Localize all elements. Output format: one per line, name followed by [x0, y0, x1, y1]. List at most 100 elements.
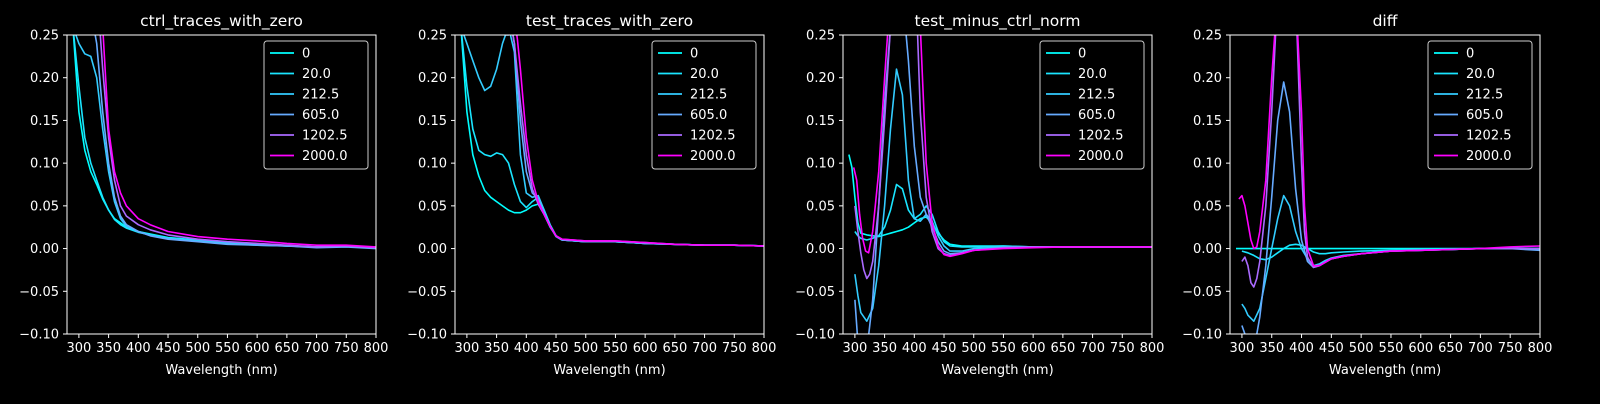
x-tick-label: 450 — [156, 341, 181, 356]
x-tick-label: 550 — [991, 341, 1016, 356]
x-tick-label: 300 — [454, 341, 479, 356]
legend-label: 605.0 — [1466, 108, 1503, 123]
legend-label: 0 — [302, 47, 310, 62]
axes-frame — [66, 34, 377, 335]
x-tick-label: 550 — [603, 341, 628, 356]
legend-label: 605.0 — [690, 108, 727, 123]
axes-frame — [1229, 34, 1541, 335]
y-tick-label: −0.05 — [19, 285, 59, 300]
y-tick-label: −0.05 — [1182, 285, 1222, 300]
series-line-20.0 — [1241, 243, 1540, 261]
x-tick-label: 300 — [66, 341, 91, 356]
x-tick-label: 300 — [842, 341, 867, 356]
x-tick-label: 500 — [961, 341, 986, 356]
legend-label: 0 — [1078, 47, 1086, 62]
x-tick-label: 700 — [1080, 341, 1105, 356]
y-tick-label: −0.10 — [1182, 328, 1222, 343]
x-tick-label: 400 — [1289, 341, 1314, 356]
legend-label: 20.0 — [1466, 67, 1495, 82]
legend: 0 20.0 212.5 605.0 1202.5 2000.0 — [1427, 40, 1533, 170]
x-tick-label: 750 — [722, 341, 747, 356]
x-tick-label: 600 — [1021, 341, 1046, 356]
legend-label: 0 — [690, 47, 698, 62]
x-tick-label: 400 — [902, 341, 927, 356]
legend-label: 212.5 — [690, 88, 727, 103]
y-tick-label: 0.05 — [1193, 199, 1222, 214]
y-tick-label: 0.00 — [418, 242, 447, 257]
x-tick-label: 800 — [364, 341, 389, 356]
y-tick-label: 0.10 — [418, 157, 447, 172]
x-tick-label: 800 — [1140, 341, 1165, 356]
x-tick-label: 750 — [1498, 341, 1523, 356]
y-tick-label: 0.05 — [806, 199, 835, 214]
y-tick-label: 0.20 — [418, 71, 447, 86]
legend-label: 605.0 — [1078, 108, 1115, 123]
x-tick-label: 550 — [1379, 341, 1404, 356]
plot-area — [460, 35, 764, 247]
series-line-212.5 — [1241, 194, 1540, 323]
y-tick-label: 0.00 — [30, 242, 59, 257]
x-tick-label: 350 — [1259, 341, 1284, 356]
x-axis-label: Wavelength (nm) — [1329, 363, 1441, 378]
x-tick-label: 350 — [872, 341, 897, 356]
y-tick-label: 0.25 — [1193, 29, 1222, 44]
x-axis-label: Wavelength (nm) — [941, 363, 1053, 378]
legend-label: 20.0 — [1078, 67, 1107, 82]
x-tick-label: 650 — [1050, 341, 1075, 356]
y-tick-label: 0.00 — [1193, 242, 1222, 257]
legend-label: 2000.0 — [1078, 149, 1124, 164]
axes-frame — [454, 34, 765, 335]
y-tick-label: 0.10 — [806, 157, 835, 172]
y-tick-label: 0.15 — [418, 114, 447, 129]
y-tick-label: −0.10 — [407, 328, 447, 343]
x-tick-label: 650 — [1438, 341, 1463, 356]
chart-panel-1: 300 350 400 450 500 550 600 650 700 750 800 −0.10 −0… — [19, 12, 388, 378]
x-tick-label: 700 — [1468, 341, 1493, 356]
x-tick-label: 600 — [633, 341, 658, 356]
x-tick-label: 400 — [514, 341, 539, 356]
x-tick-label: 500 — [185, 341, 210, 356]
y-tick-label: 0.15 — [806, 114, 835, 129]
y-tick-label: −0.05 — [407, 285, 447, 300]
x-tick-label: 600 — [1408, 341, 1433, 356]
series-line-2000.0 — [102, 35, 376, 248]
legend-label: 1202.5 — [1466, 129, 1512, 144]
chart-panel-3: 300 350 400 450 500 550 600 650 700 750 800 −0.10 −0… — [795, 12, 1165, 378]
plot-area — [72, 35, 376, 250]
series-line-2000.0 — [515, 35, 764, 247]
series-line-2000.0 — [1238, 35, 1540, 267]
y-tick-label: 0.15 — [1193, 114, 1222, 129]
x-tick-label: 600 — [245, 341, 270, 356]
x-tick-label: 500 — [573, 341, 598, 356]
legend-label: 1202.5 — [302, 129, 348, 144]
x-tick-label: 500 — [1349, 341, 1374, 356]
series-line-1202.5 — [99, 35, 376, 249]
y-tick-label: 0.25 — [806, 29, 835, 44]
legend: 0 20.0 212.5 605.0 1202.5 2000.0 — [263, 40, 369, 170]
legend-label: 2000.0 — [302, 149, 348, 164]
y-tick-label: 0.05 — [418, 199, 447, 214]
series-line-1202.5 — [854, 35, 1152, 280]
legend-label: 605.0 — [302, 108, 339, 123]
chart-panel-4: 300 350 400 450 500 550 600 650 700 750 800 −0.10 −0… — [1182, 12, 1552, 378]
x-axis-label: Wavelength (nm) — [553, 363, 665, 378]
legend-label: 0 — [1466, 47, 1474, 62]
x-tick-label: 650 — [274, 341, 299, 356]
x-tick-label: 550 — [215, 341, 240, 356]
y-tick-label: 0.10 — [30, 157, 59, 172]
axes-frame — [842, 34, 1153, 335]
legend-label: 1202.5 — [1078, 129, 1124, 144]
y-tick-label: 0.20 — [1193, 71, 1222, 86]
chart-title: ctrl_traces_with_zero — [140, 12, 303, 31]
legend-label: 20.0 — [690, 67, 719, 82]
x-tick-label: 450 — [932, 341, 957, 356]
y-tick-label: −0.10 — [19, 328, 59, 343]
legend-label: 2000.0 — [690, 149, 736, 164]
x-tick-label: 350 — [484, 341, 509, 356]
y-tick-label: 0.20 — [806, 71, 835, 86]
chart-title: test_minus_ctrl_norm — [915, 12, 1081, 31]
series-line-2000.0 — [852, 35, 1152, 258]
y-tick-label: 0.25 — [418, 29, 447, 44]
